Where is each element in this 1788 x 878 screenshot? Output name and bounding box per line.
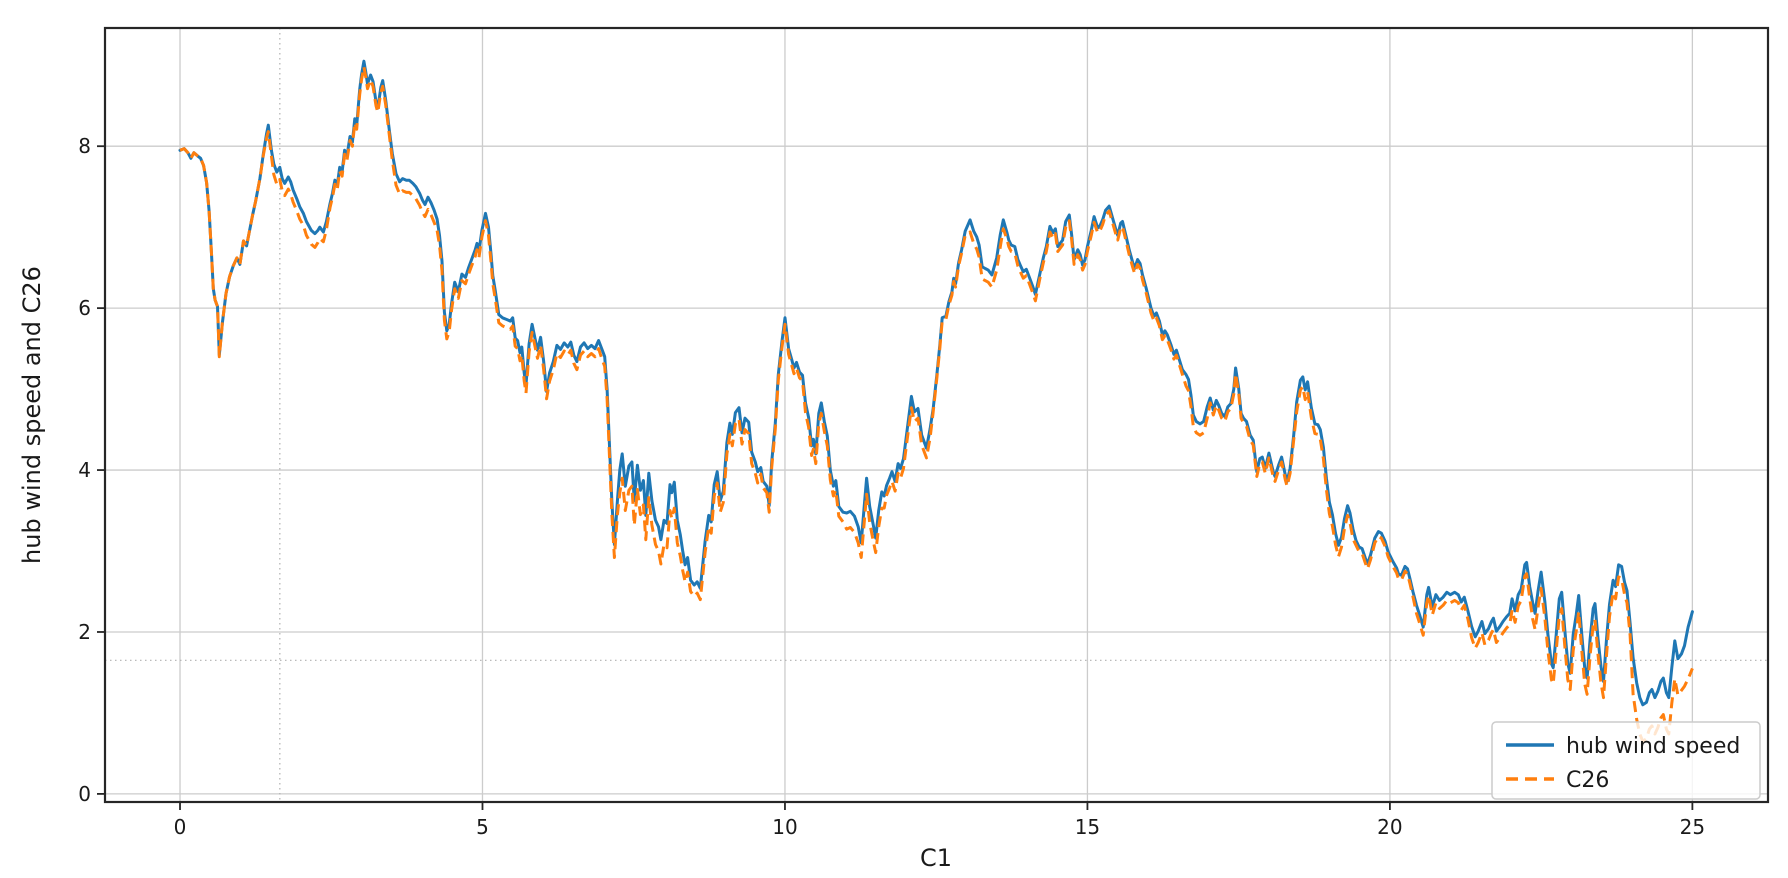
x-tick-label-15: 15 (1075, 815, 1100, 839)
legend-box (1491, 721, 1761, 800)
legend: hub wind speed C26 (1491, 721, 1761, 800)
x-tick-label-25: 25 (1680, 815, 1705, 839)
axes-spines (103, 26, 1770, 804)
c26-line (179, 65, 1694, 743)
x-tick-label-0: 0 (174, 815, 187, 839)
x-tick-label-5: 5 (476, 815, 489, 839)
x-tick-label-20: 20 (1377, 815, 1402, 839)
y-tick-label-2: 2 (78, 620, 91, 644)
y-axis-label: hub wind speed and C26 (18, 266, 46, 564)
plot-area: 0 5 10 15 20 25 0 2 4 6 8 (78, 28, 1768, 839)
y-tick-label-6: 6 (78, 296, 91, 320)
x-tick-label-10: 10 (772, 815, 797, 839)
y-tick-label-8: 8 (78, 134, 91, 158)
legend-hub-label: hub wind speed (1566, 734, 1740, 759)
x-axis-label: C1 (920, 844, 952, 872)
legend-c26-label: C26 (1566, 768, 1609, 793)
hub-wind-speed-line (178, 59, 1694, 707)
y-tick-label-4: 4 (78, 458, 91, 482)
y-tick-label-0: 0 (78, 782, 91, 806)
